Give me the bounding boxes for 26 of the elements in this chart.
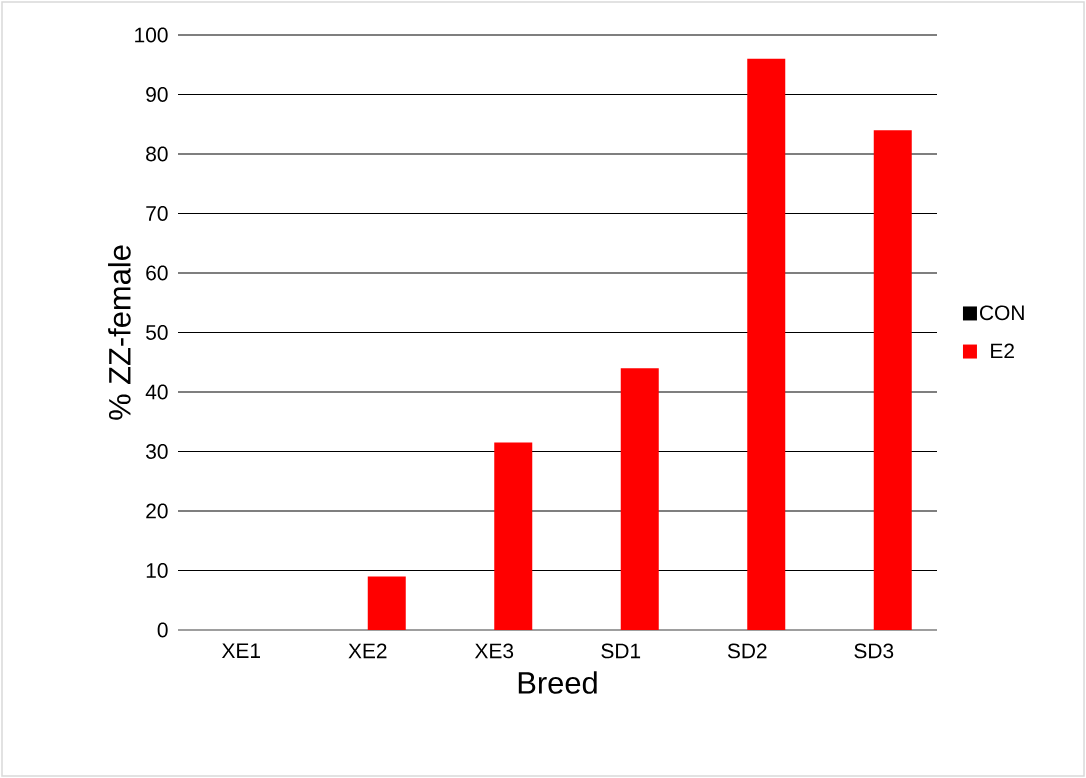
x-tick-label: SD3	[854, 643, 894, 659]
y-tick-label: 60	[146, 265, 168, 281]
legend-label: E2	[991, 343, 1014, 359]
bar	[873, 130, 912, 630]
y-tick-label: 50	[146, 325, 168, 340]
y-tick-label: 30	[146, 444, 168, 459]
legend-label: CON	[980, 305, 1024, 321]
bar	[494, 442, 533, 630]
y-axis-title: % ZZ-female	[108, 245, 131, 420]
y-tick-label: 20	[146, 503, 168, 519]
x-tick-label: XE2	[348, 643, 387, 659]
y-tick-label: 90	[146, 87, 168, 102]
x-tick-label: SD1	[601, 643, 641, 659]
bar	[620, 368, 659, 630]
x-axis-title: Breed	[518, 671, 597, 694]
y-tick-label: 100	[135, 27, 168, 43]
bar	[367, 576, 406, 630]
y-tick-label: 0	[157, 622, 168, 638]
y-tick-label: 80	[146, 146, 168, 162]
y-tick-label: 40	[145, 384, 168, 400]
x-tick-label: SD2	[727, 643, 767, 659]
y-tick-label: 70	[146, 206, 168, 221]
bar	[747, 58, 786, 630]
x-tick-label: XE3	[474, 643, 514, 659]
x-tick-label: XE1	[221, 643, 260, 658]
y-tick-label: 10	[146, 563, 168, 578]
